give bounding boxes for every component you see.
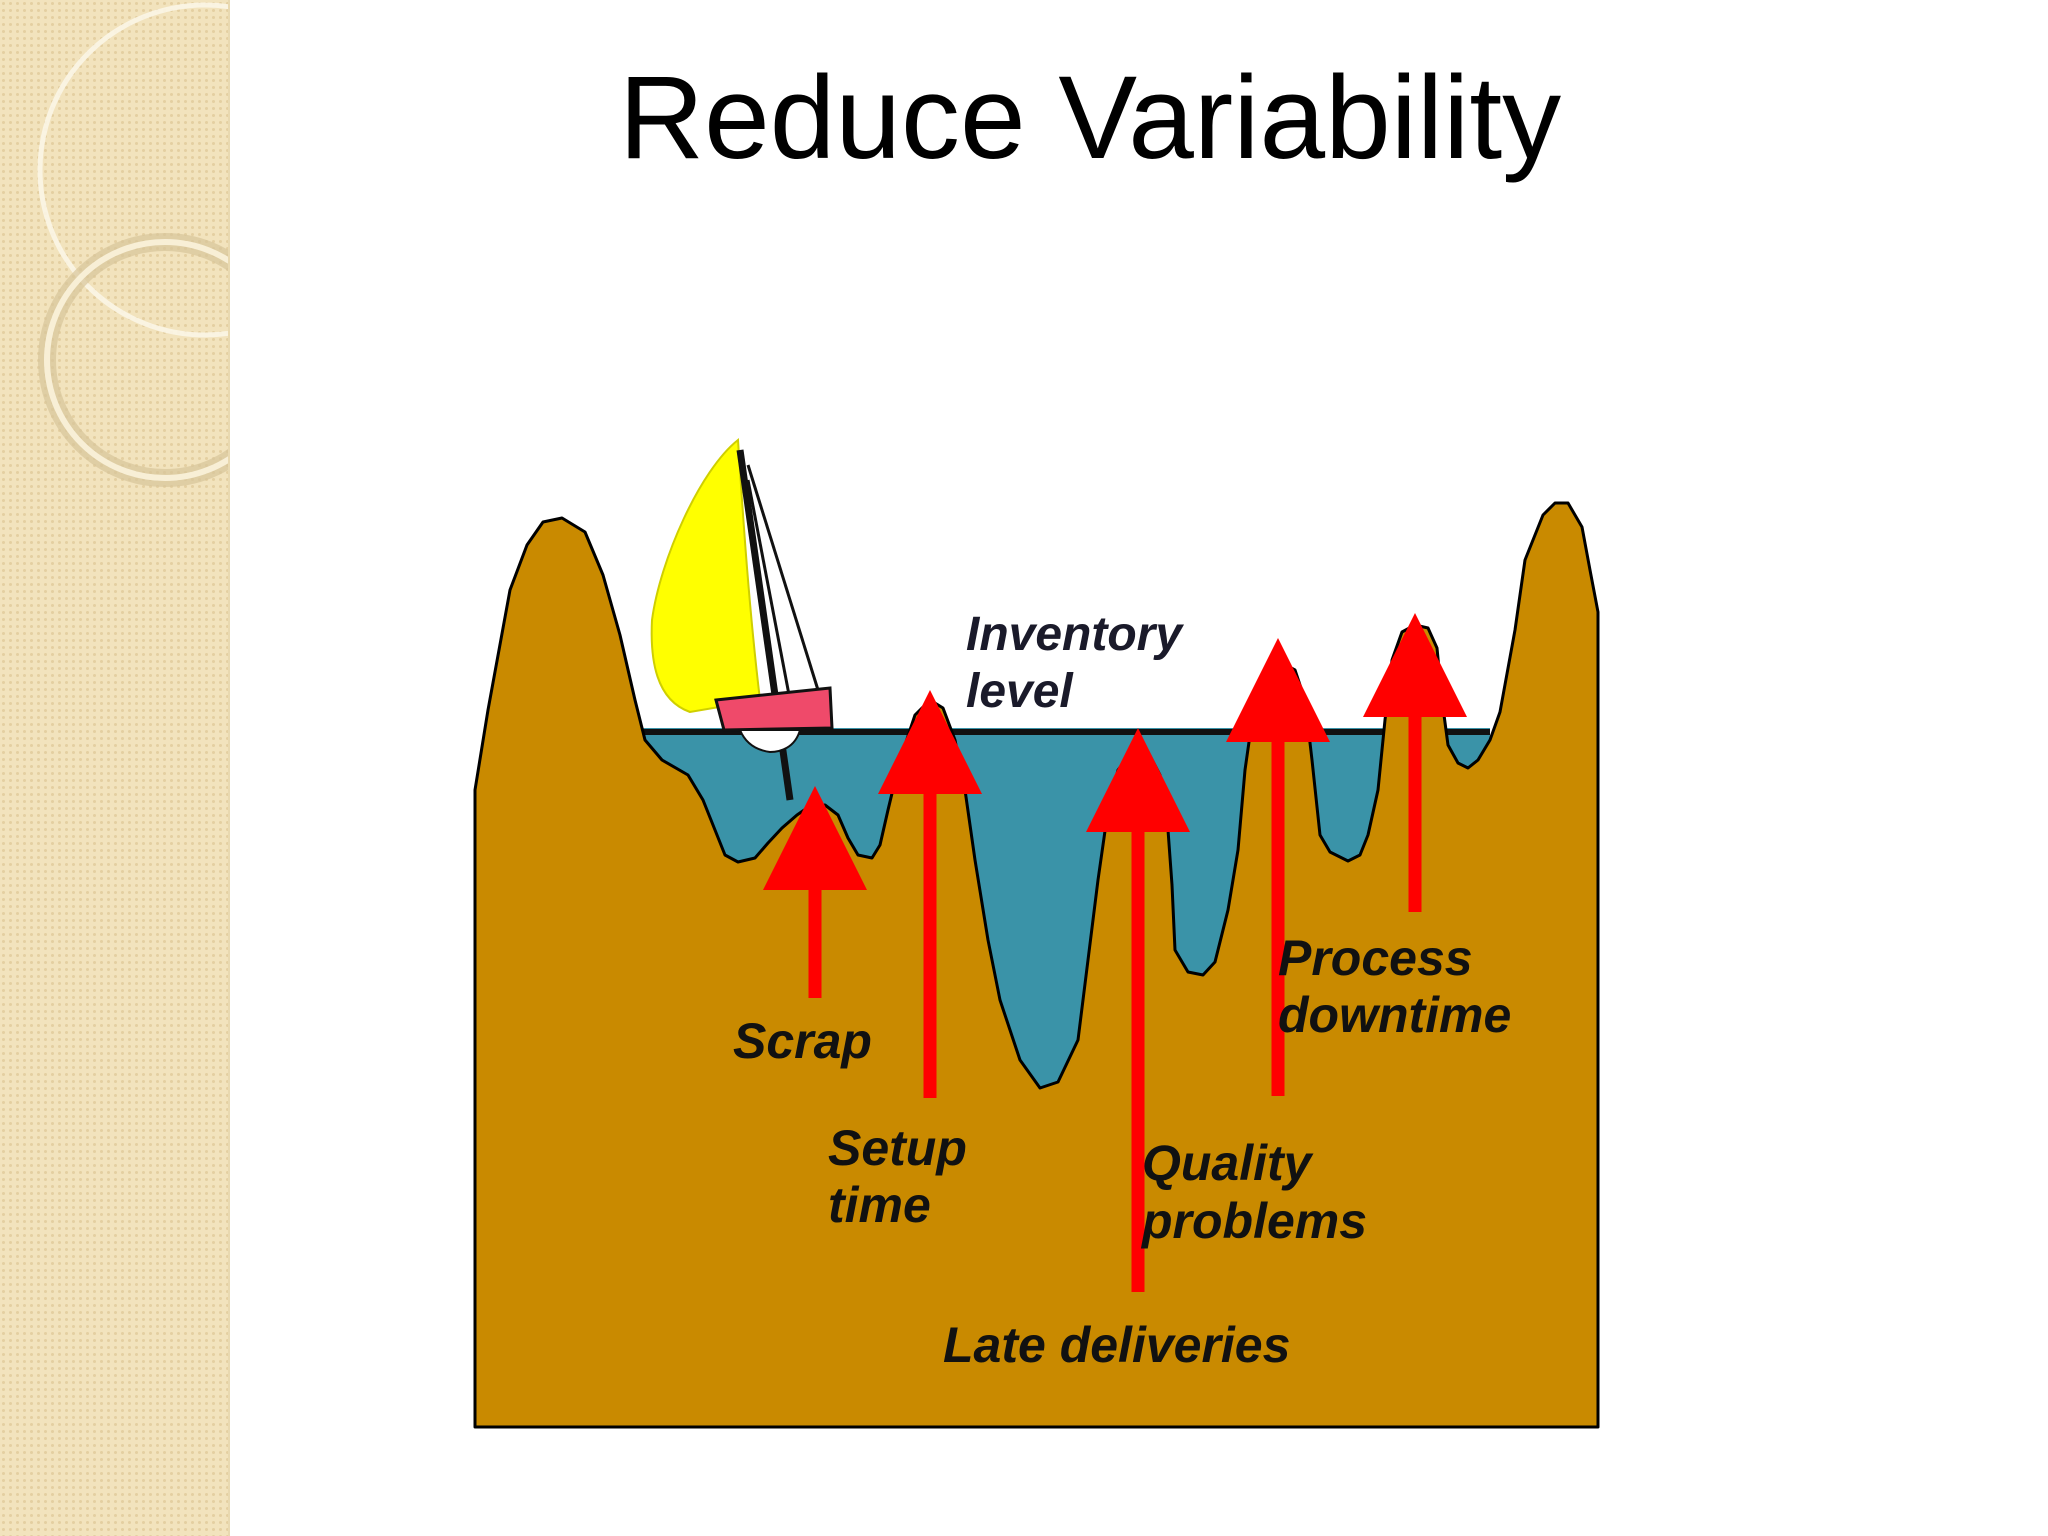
slide-title: Reduce Variability xyxy=(618,52,1562,184)
decorative-side-panel xyxy=(0,0,230,1536)
process-downtime-label-line1: Process xyxy=(1278,930,1473,986)
boat-sail xyxy=(650,438,762,714)
scrap-label: Scrap xyxy=(733,1013,872,1069)
boat-hull xyxy=(714,686,834,732)
decorative-rings-icon xyxy=(37,2,228,487)
boat-keel xyxy=(738,729,802,754)
boat-stay-right xyxy=(746,464,820,691)
sailboat xyxy=(650,438,834,801)
inventory-label-line2: level xyxy=(966,665,1074,718)
setup-time-label-line2: time xyxy=(828,1177,931,1233)
setup-time-label-line1: Setup xyxy=(828,1120,967,1176)
inventory-label-line1: Inventory xyxy=(966,608,1184,661)
quality-problems-label-line1: Quality xyxy=(1142,1135,1314,1191)
late-deliveries-label: Late deliveries xyxy=(943,1317,1290,1373)
quality-problems-label-line2: problems xyxy=(1140,1193,1367,1249)
boat-stay-left xyxy=(746,479,792,701)
process-downtime-label-line2: downtime xyxy=(1278,987,1511,1043)
